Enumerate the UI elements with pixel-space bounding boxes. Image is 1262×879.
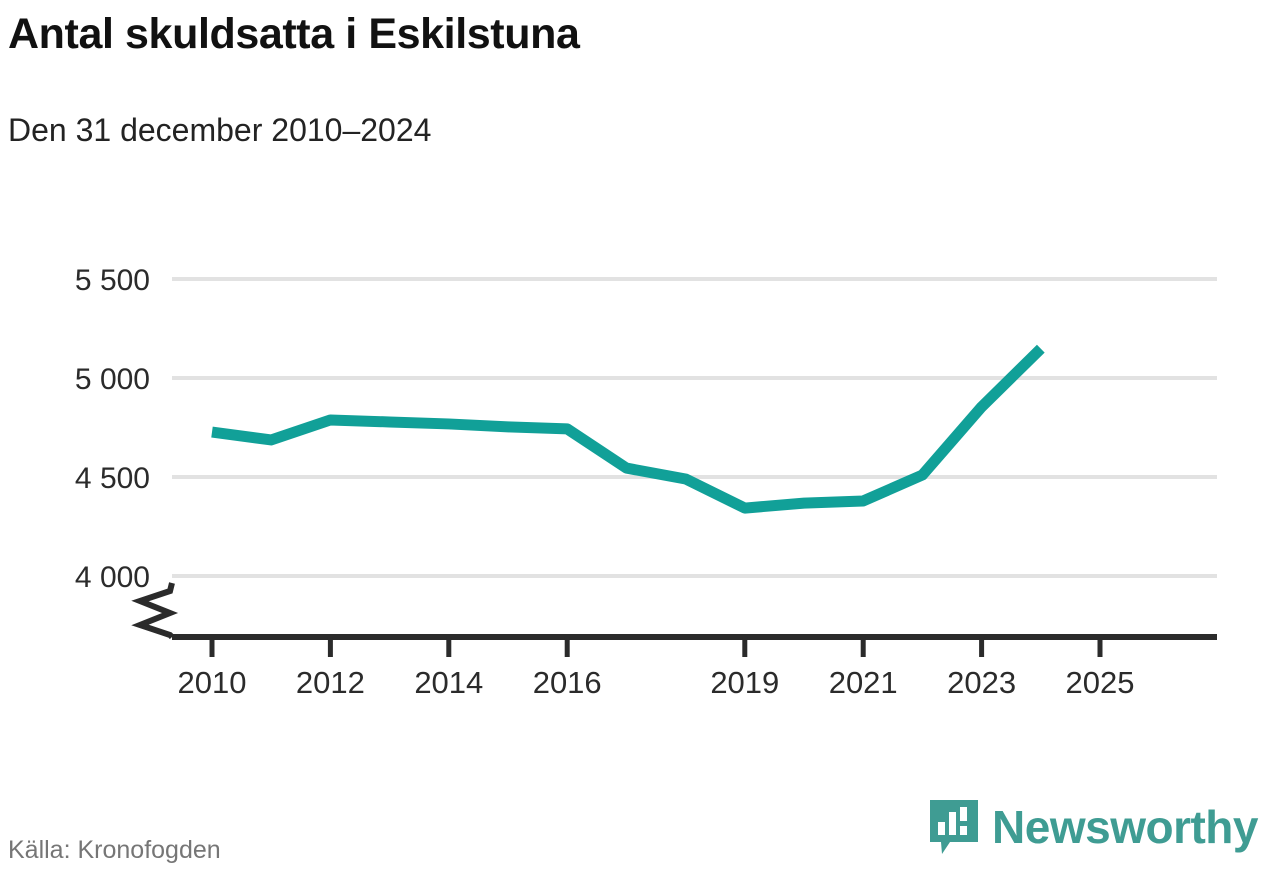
axis-break-symbol bbox=[131, 582, 179, 640]
x-axis-tick-labels: 2010 2012 2014 2016 2019 2021 2023 2025 bbox=[178, 665, 1135, 700]
bar-chart-speech-bubble-icon bbox=[930, 800, 979, 854]
x-axis-ticks bbox=[209, 637, 1103, 657]
data-series-line bbox=[211, 344, 1045, 514]
y-tick-label: 4 500 bbox=[75, 462, 150, 495]
x-tick-label: 2025 bbox=[1066, 665, 1135, 700]
y-axis-tick-labels: 4 000 4 500 5 000 5 500 bbox=[75, 264, 150, 594]
series-antal-skuldsatta bbox=[211, 344, 1045, 514]
x-tick-label: 2014 bbox=[414, 665, 483, 700]
x-tick-label: 2019 bbox=[710, 665, 779, 700]
x-tick-label: 2010 bbox=[178, 665, 247, 700]
source-note: Källa: Kronofogden bbox=[8, 836, 221, 864]
gridlines bbox=[172, 277, 1217, 578]
chart-subtitle: Den 31 december 2010–2024 bbox=[8, 112, 432, 148]
y-tick-label: 5 500 bbox=[75, 264, 150, 297]
newsworthy-logo: Newsworthy bbox=[928, 798, 1258, 856]
y-tick-label: 4 000 bbox=[75, 561, 150, 594]
chart-title: Antal skuldsatta i Eskilstuna bbox=[8, 10, 580, 58]
x-tick-label: 2023 bbox=[947, 665, 1016, 700]
x-tick-label: 2021 bbox=[829, 665, 898, 700]
x-tick-label: 2016 bbox=[533, 665, 602, 700]
x-tick-label: 2012 bbox=[296, 665, 365, 700]
axis-break-zigzag bbox=[131, 582, 179, 640]
logo-wordmark: Newsworthy bbox=[992, 801, 1258, 853]
y-tick-label: 5 000 bbox=[75, 363, 150, 396]
